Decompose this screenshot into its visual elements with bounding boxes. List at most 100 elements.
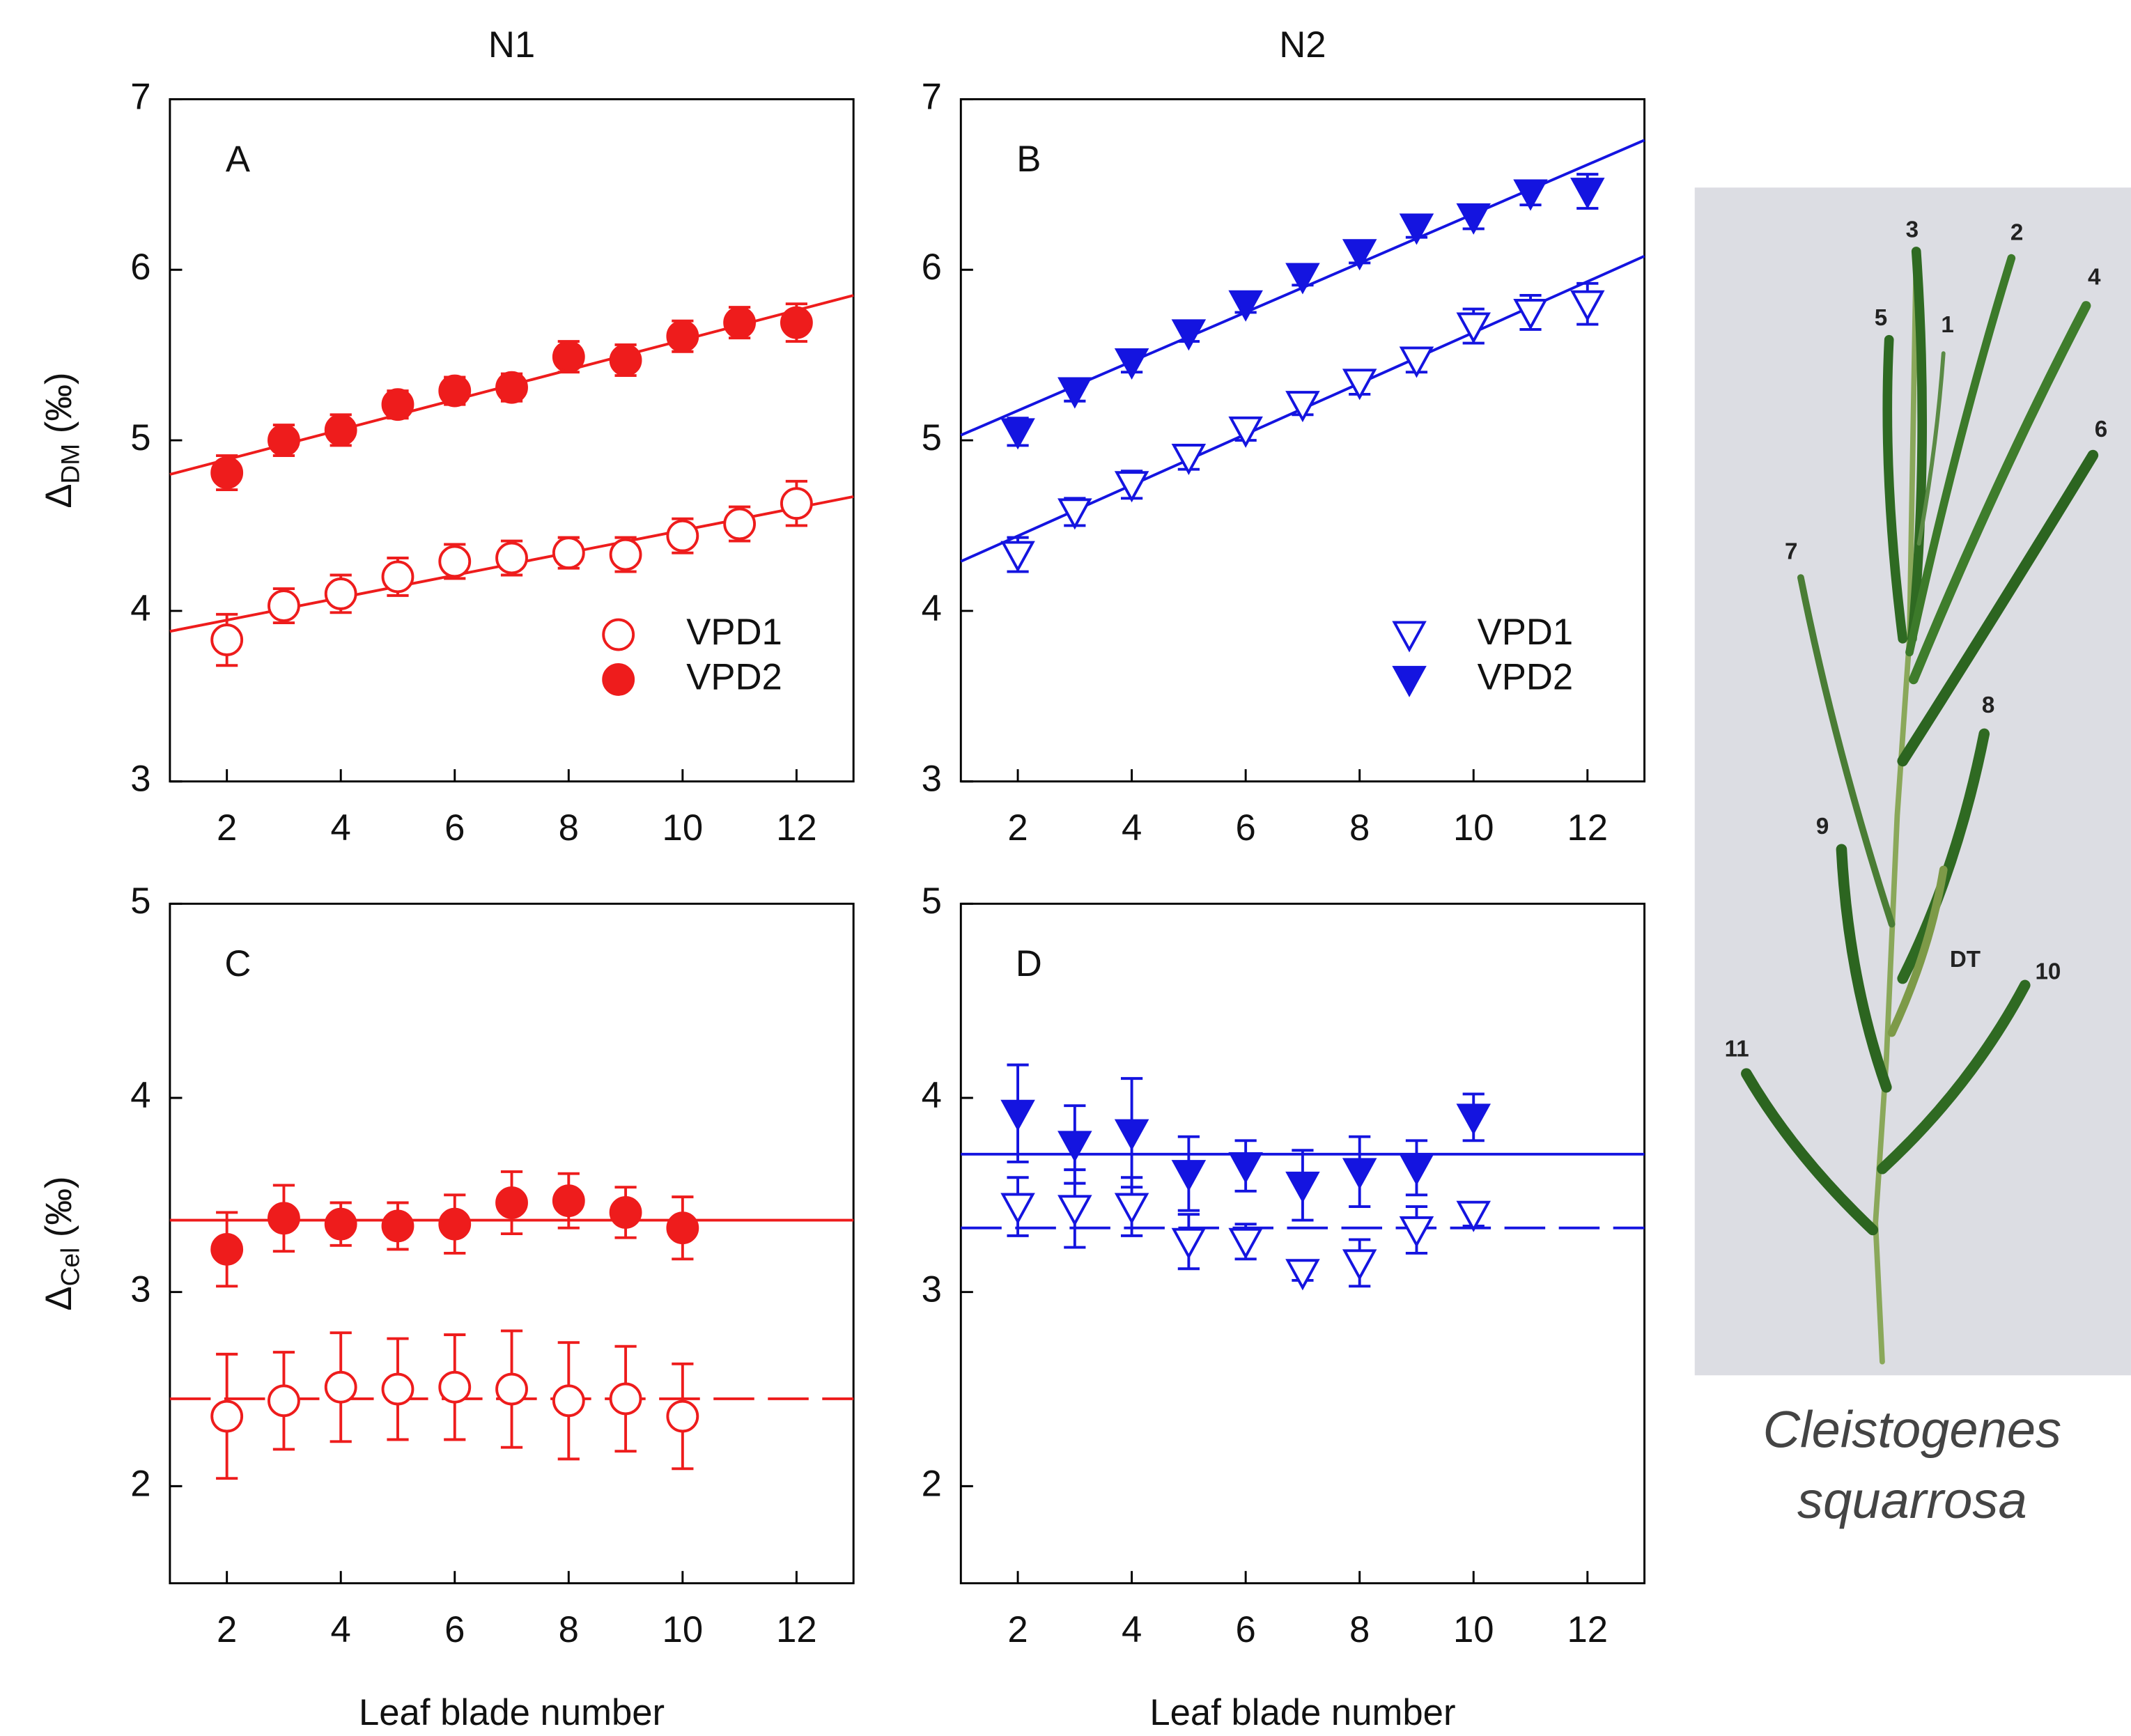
marker <box>1285 391 1320 423</box>
marker <box>324 1207 357 1241</box>
panel-label: B <box>1016 139 1041 180</box>
marker <box>609 538 642 571</box>
marker <box>1228 1227 1263 1260</box>
marker <box>1000 418 1035 450</box>
marker <box>666 1400 699 1433</box>
leaf-label: 10 <box>2036 959 2061 985</box>
leaf-label: 11 <box>1725 1037 1749 1062</box>
marker <box>438 374 472 408</box>
leaf-label: DT <box>1950 947 1981 972</box>
x-tick-label: 8 <box>1349 807 1370 848</box>
marker <box>1057 1195 1092 1227</box>
x-tick-label: 10 <box>1453 807 1494 848</box>
marker <box>1399 213 1434 245</box>
marker <box>1456 203 1491 235</box>
x-tick-label: 6 <box>1236 1609 1256 1650</box>
y-tick-label: 4 <box>922 1075 942 1116</box>
plant-drawing <box>1741 247 2099 1365</box>
leaf <box>1877 979 2031 1175</box>
legend-label: VPD1 <box>686 612 782 653</box>
x-tick-label: 6 <box>444 1609 465 1650</box>
legend-label: VPD2 <box>686 656 782 697</box>
leaf-label: 6 <box>2095 417 2107 442</box>
y-tick-label: 3 <box>922 1269 942 1310</box>
x-tick-label: 2 <box>1007 807 1028 848</box>
marker <box>666 320 699 353</box>
marker <box>1228 1152 1263 1184</box>
leaf <box>1908 301 2091 685</box>
marker <box>1456 1200 1491 1232</box>
leaf-label: 7 <box>1785 539 1797 565</box>
marker <box>1285 1171 1320 1203</box>
marker <box>324 1370 357 1404</box>
marker <box>381 1372 414 1406</box>
leaf <box>1905 254 2016 657</box>
leaf <box>1887 865 1948 1037</box>
legend-label: VPD2 <box>1478 656 1574 697</box>
marker <box>1171 1160 1207 1192</box>
marker <box>1285 1259 1320 1291</box>
y-tick-label: 2 <box>922 1463 942 1504</box>
y-tick-label: 4 <box>922 588 942 629</box>
leaf <box>1897 728 1990 984</box>
y-axis-label: ΔDM (‰) <box>38 372 84 508</box>
x-axis-label: Leaf blade number <box>1149 1692 1455 1733</box>
marker <box>1228 416 1263 448</box>
y-label-symbol: Δ <box>38 1286 79 1310</box>
x-tick-label: 10 <box>1453 1609 1494 1650</box>
x-tick-label: 4 <box>331 807 351 848</box>
x-tick-label: 4 <box>1122 807 1142 848</box>
legend-marker <box>602 618 635 651</box>
marker <box>1570 178 1605 210</box>
marker <box>1057 498 1092 530</box>
marker <box>1000 541 1035 573</box>
marker <box>438 545 472 578</box>
marker <box>1513 179 1548 211</box>
plot-frame <box>169 902 855 1585</box>
marker <box>1057 377 1092 409</box>
legend-marker <box>602 663 635 696</box>
marker <box>268 1202 300 1235</box>
marker <box>552 536 585 570</box>
x-tick-label: 12 <box>776 807 817 848</box>
x-tick-label: 12 <box>1567 807 1608 848</box>
marker <box>609 1196 642 1229</box>
marker <box>1342 1249 1377 1281</box>
marker <box>210 1232 244 1266</box>
y-tick-label: 5 <box>130 881 150 922</box>
marker <box>1114 471 1149 503</box>
leaf-label: 8 <box>1982 692 1994 718</box>
marker <box>1399 1154 1434 1186</box>
y-tick-label: 6 <box>130 247 150 288</box>
plot-frame <box>959 902 1646 1585</box>
x-tick-label: 12 <box>776 1609 817 1650</box>
marker <box>210 456 244 489</box>
y-tick-label: 4 <box>130 1075 150 1116</box>
x-tick-label: 2 <box>217 1609 237 1650</box>
panel-label: C <box>224 943 251 984</box>
marker <box>268 589 300 622</box>
marker <box>1342 1158 1377 1190</box>
leaf-label: 9 <box>1816 814 1829 839</box>
x-axis-label: Leaf blade number <box>359 1692 665 1733</box>
leaf-label: 1 <box>1941 312 1953 338</box>
marker <box>1171 444 1207 476</box>
marker <box>1456 312 1491 344</box>
marker <box>324 578 357 610</box>
marker <box>723 306 757 339</box>
marker <box>1570 290 1605 322</box>
x-tick-label: 4 <box>1122 1609 1142 1650</box>
marker <box>780 306 813 339</box>
y-tick-label: 3 <box>130 1269 150 1310</box>
leaf-label: 5 <box>1875 305 1887 331</box>
y-tick-label: 7 <box>922 76 942 117</box>
x-tick-label: 8 <box>559 807 579 848</box>
y-label-unit: (‰) <box>38 372 79 443</box>
marker <box>1456 1103 1491 1136</box>
leaf-label: 2 <box>2010 219 2023 245</box>
column-title: N2 <box>1279 24 1326 65</box>
marker <box>1285 263 1320 295</box>
leaf <box>1836 844 1892 1093</box>
species-name: Cleistogenes <box>1763 1401 2062 1459</box>
marker <box>666 519 699 552</box>
